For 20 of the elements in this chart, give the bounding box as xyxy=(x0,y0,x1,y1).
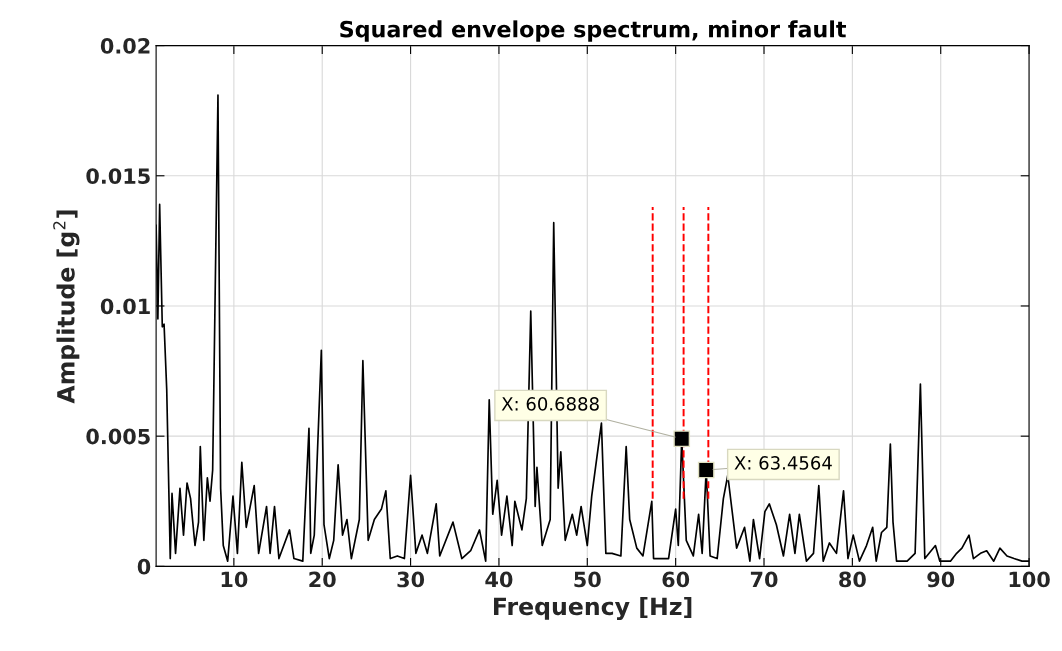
x-tick-label: 70 xyxy=(750,571,778,588)
annotation: X: 60.6888 xyxy=(501,397,599,411)
y-tick-label: 0.01 xyxy=(100,298,150,315)
y-tick-label: 0.02 xyxy=(100,38,150,54)
x-tick-label: 80 xyxy=(839,571,866,588)
x-tick-label: 40 xyxy=(485,571,513,588)
y-tick-label: 0.005 xyxy=(86,428,150,445)
x-tick-label: 50 xyxy=(574,571,601,588)
x-tick-label: 60 xyxy=(662,571,690,588)
y-tick-label: 0.015 xyxy=(86,168,150,184)
x-axis-title: Frequency [Hz] xyxy=(494,596,692,620)
chart-title: Squared envelope spectrum, minor fault xyxy=(340,20,847,42)
y-axis-title: Amplitude [g$^{2}$] xyxy=(53,210,80,404)
y-tick-label: 0 xyxy=(137,558,151,575)
x-tick-label: 30 xyxy=(397,571,425,588)
x-tick-label: 100 xyxy=(1009,571,1050,588)
x-tick-label: 10 xyxy=(221,571,248,588)
annotation: X: 63.4564 xyxy=(734,456,832,470)
x-tick-label: 90 xyxy=(927,571,955,588)
x-tick-label: 20 xyxy=(309,571,336,588)
